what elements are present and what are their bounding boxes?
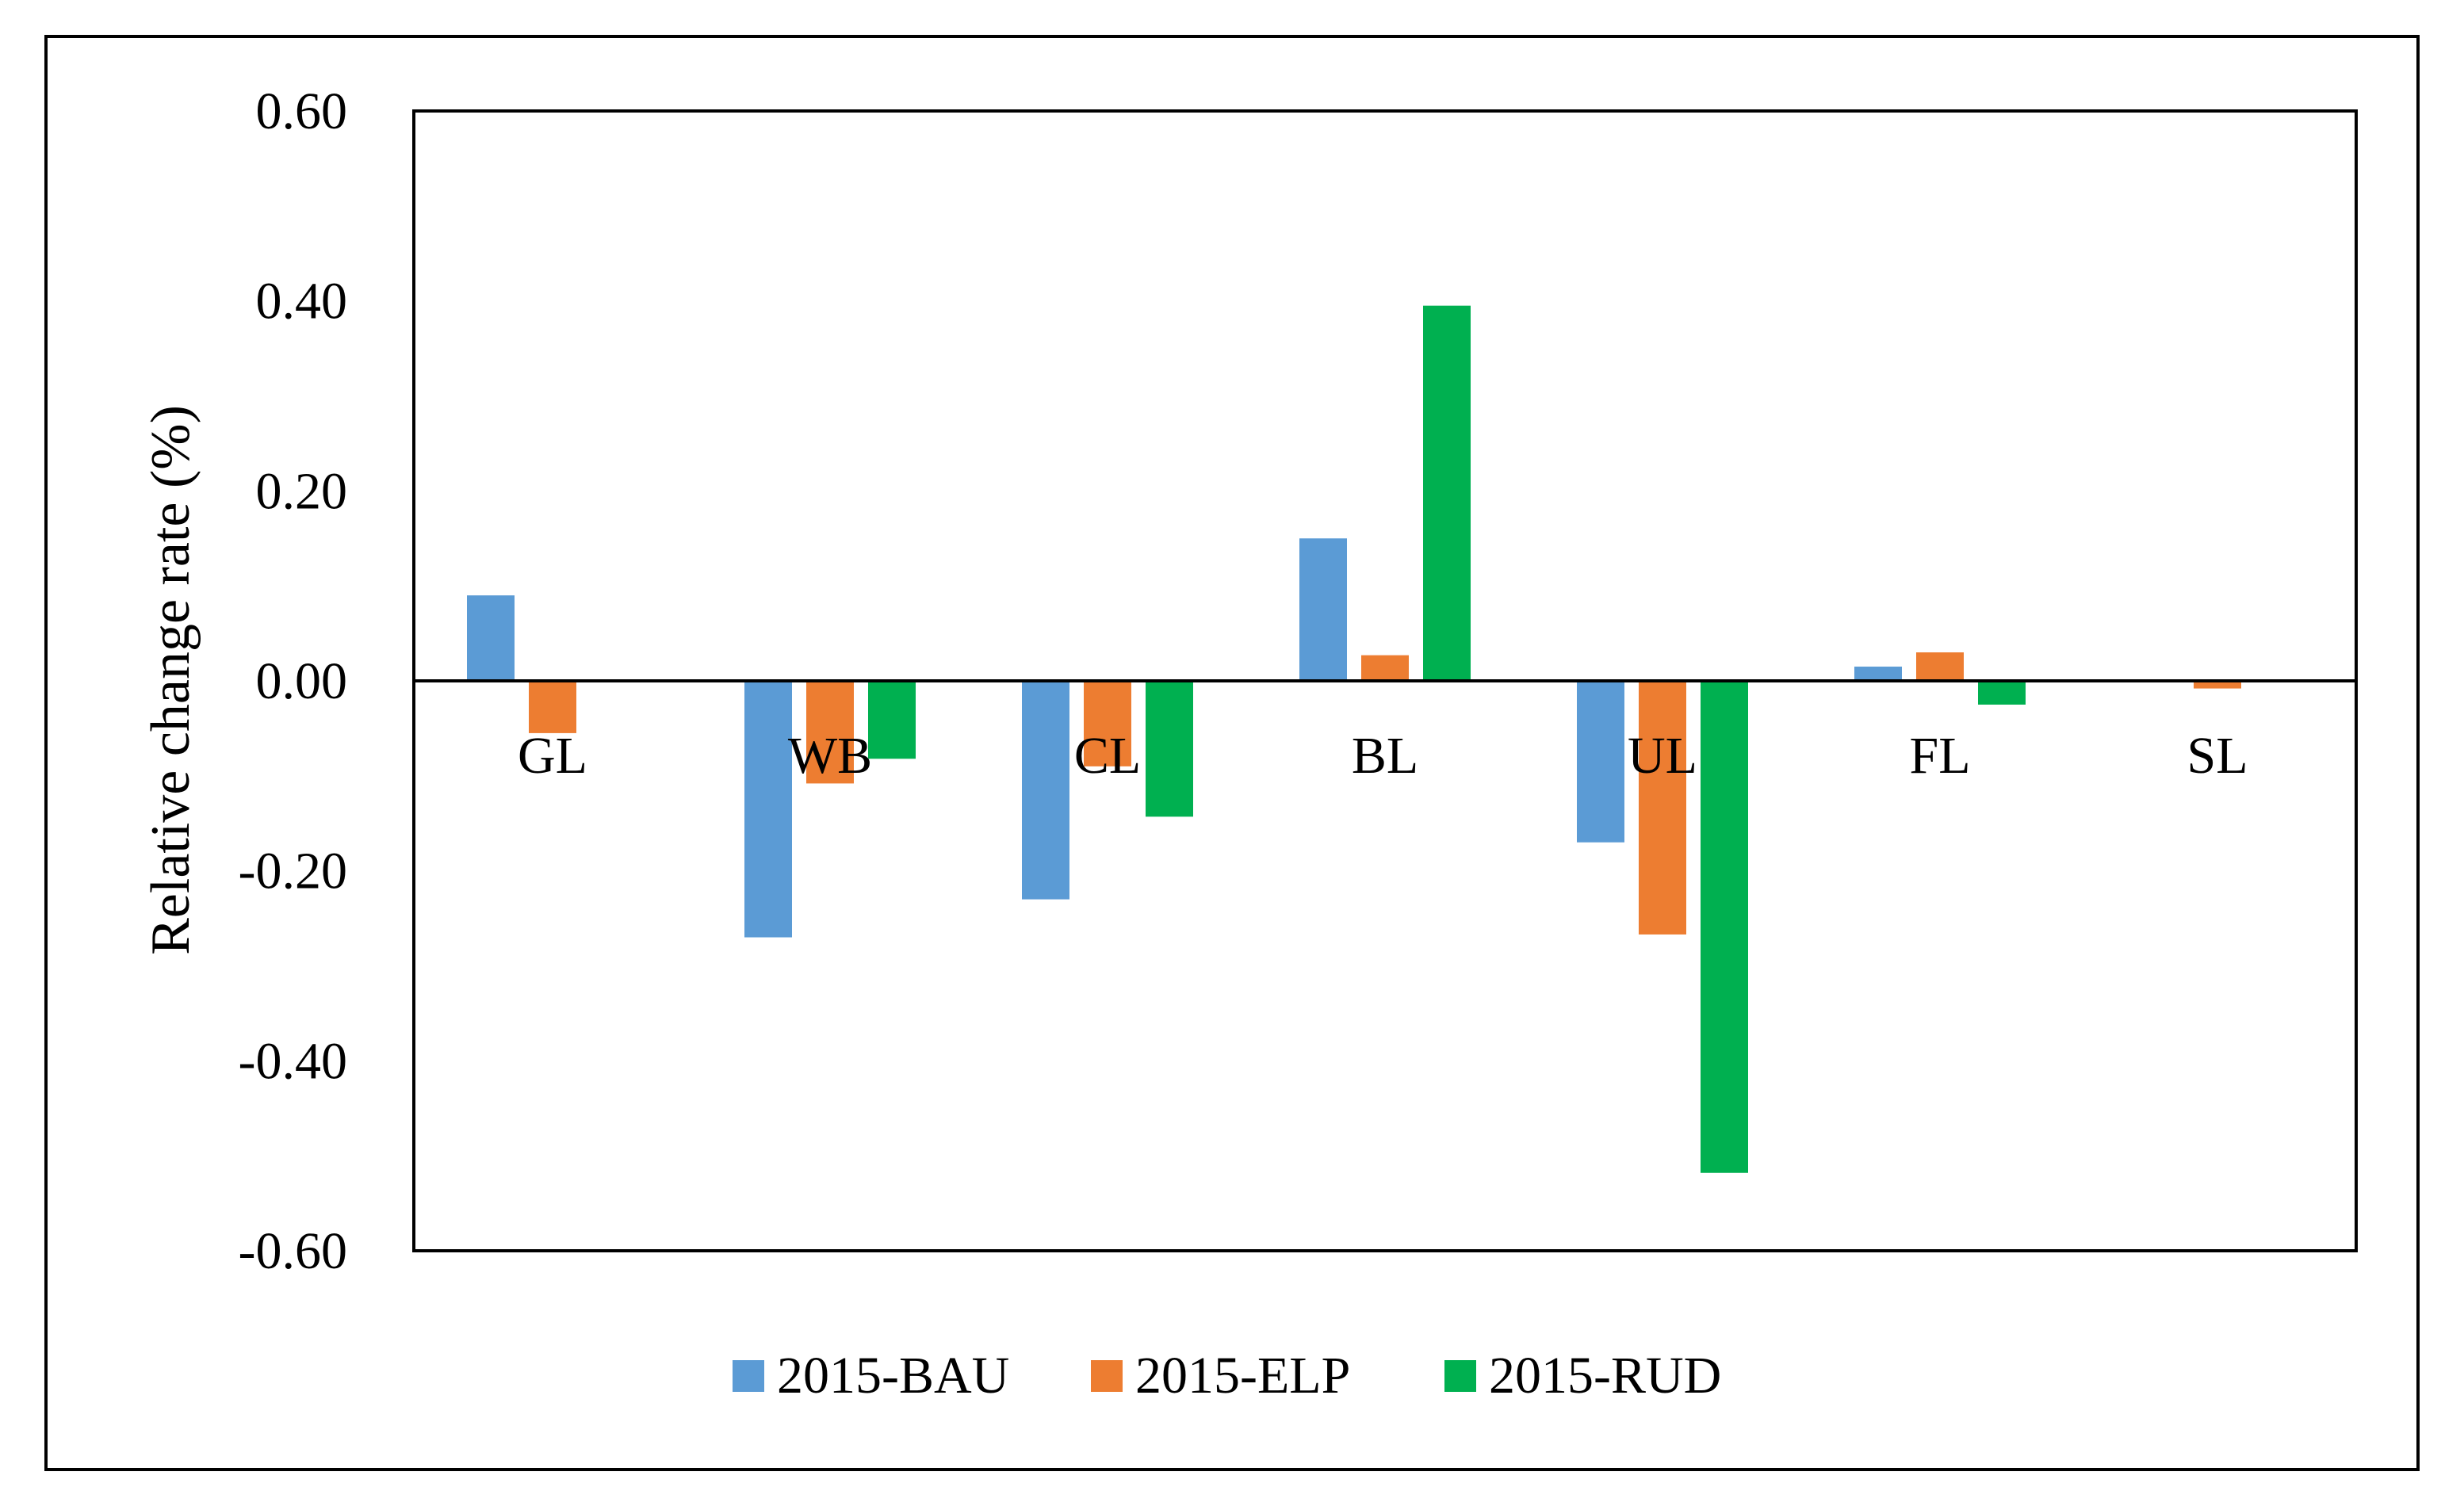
bar-wb-2015-elp: [806, 681, 854, 784]
legend-swatch: [733, 1360, 764, 1392]
bar-bl-2015-elp: [1361, 655, 1409, 681]
y-axis-ticks: 0.60 0.40 0.20 0.00 -0.20 -0.40 -0.60: [239, 82, 347, 1280]
x-category-label: SL: [2187, 727, 2248, 785]
y-tick-label: -0.20: [239, 843, 347, 900]
y-tick-label: -0.40: [239, 1032, 347, 1090]
y-tick-label: 0.40: [256, 273, 348, 331]
bar-ul-2015-rud: [1701, 681, 1748, 1173]
bar-bl-2015-bau: [1299, 538, 1347, 681]
bar-bl-2015-rud: [1423, 305, 1471, 681]
x-axis-category-labels: GL WB CL BL UL FL SL: [518, 727, 2248, 785]
chart-border: [44, 35, 2420, 1471]
y-tick-label: 0.60: [256, 82, 348, 140]
x-category-label: GL: [518, 727, 587, 785]
bar-cl-2015-elp: [1084, 681, 1131, 766]
x-category-label: FL: [1909, 727, 1970, 785]
y-tick-label: -0.60: [239, 1222, 347, 1280]
bar-sl-2015-elp: [2194, 681, 2241, 689]
bar-fl-2015-rud: [1978, 681, 2026, 705]
x-category-label: WB: [788, 727, 872, 785]
bar-ul-2015-bau: [1577, 681, 1624, 843]
bar-wb-2015-rud: [868, 681, 916, 759]
bar-fl-2015-bau: [1854, 667, 1902, 681]
bar-gl-2015-bau: [467, 595, 515, 681]
y-tick-label: 0.20: [256, 462, 348, 520]
bar-cl-2015-bau: [1022, 681, 1069, 900]
y-tick-label: 0.00: [256, 652, 348, 710]
x-category-label: BL: [1352, 727, 1418, 785]
legend-swatch: [1091, 1360, 1123, 1392]
bar-wb-2015-bau: [744, 681, 792, 938]
bar-cl-2015-rud: [1146, 681, 1193, 817]
y-axis-title: Relative change rate (%): [140, 405, 201, 955]
x-category-label: UL: [1628, 727, 1697, 785]
legend: 2015-BAU 2015-ELP 2015-RUD: [733, 1347, 1721, 1405]
legend-label: 2015-RUD: [1489, 1347, 1721, 1405]
legend-label: 2015-ELP: [1135, 1347, 1350, 1405]
bar-ul-2015-elp: [1639, 681, 1686, 935]
bar-gl-2015-elp: [529, 681, 576, 733]
x-category-label: CL: [1074, 727, 1141, 785]
bar-fl-2015-elp: [1916, 652, 1964, 681]
legend-label: 2015-BAU: [777, 1347, 1009, 1405]
legend-swatch: [1444, 1360, 1476, 1392]
bars-group: [467, 305, 2241, 1173]
